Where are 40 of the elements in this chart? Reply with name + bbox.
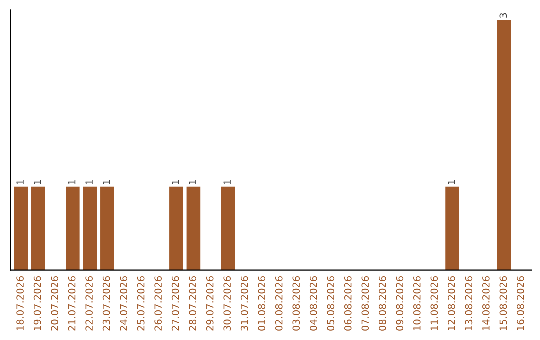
- data-label: 1: [103, 180, 110, 184]
- x-tick-label: 02.08.2026: [275, 276, 283, 331]
- x-tick-label: 31.07.2026: [240, 276, 248, 331]
- x-tick-label: 22.07.2026: [86, 276, 93, 331]
- x-tick-label: 24.07.2026: [120, 276, 128, 331]
- x-tick-label: 08.08.2026: [378, 276, 386, 331]
- data-label: 1: [189, 180, 196, 184]
- x-tick-label: 09.08.2026: [396, 276, 404, 331]
- x-tick-label: 20.07.2026: [51, 276, 58, 331]
- x-tick-label: 11.08.2026: [430, 276, 438, 330]
- x-tick-label: 27.07.2026: [172, 276, 180, 331]
- data-label: 1: [224, 180, 231, 184]
- x-tick-label: 26.07.2026: [154, 276, 162, 331]
- data-label: 1: [448, 180, 456, 184]
- x-tick-label: 25.07.2026: [137, 276, 145, 331]
- x-tick-label: 13.08.2026: [465, 276, 473, 330]
- x-tick-label: 16.08.2026: [517, 276, 524, 330]
- x-tick-label: 23.07.2026: [102, 276, 110, 331]
- data-label: 1: [68, 180, 76, 184]
- x-tick-label: 29.07.2026: [206, 276, 214, 331]
- data-label: 1: [172, 180, 180, 184]
- x-tick-label: 03.08.2026: [292, 276, 300, 331]
- x-tick-label: 06.08.2026: [344, 276, 352, 331]
- data-label: 1: [34, 180, 42, 184]
- x-tick-label: 04.08.2026: [310, 276, 318, 331]
- x-tick-label: 10.08.2026: [413, 276, 421, 330]
- x-tick-label: 14.08.2026: [482, 276, 490, 330]
- x-tick-label: 18.07.2026: [16, 276, 24, 330]
- x-tick-label: 05.08.2026: [327, 276, 335, 331]
- x-tick-label: 21.07.2026: [68, 276, 76, 331]
- x-tick-label: 19.07.2026: [34, 276, 42, 330]
- x-tick-label: 12.08.2026: [448, 276, 456, 330]
- x-tick-label: 15.08.2026: [500, 276, 508, 330]
- data-label: 3: [500, 13, 508, 18]
- x-tick-label: 28.07.2026: [189, 276, 197, 331]
- data-label: 1: [16, 180, 24, 184]
- x-tick-label: 01.08.2026: [258, 276, 266, 331]
- x-tick-label: 30.07.2026: [224, 276, 232, 331]
- x-tick-label: 07.08.2026: [362, 276, 370, 331]
- data-label: 1: [86, 180, 93, 184]
